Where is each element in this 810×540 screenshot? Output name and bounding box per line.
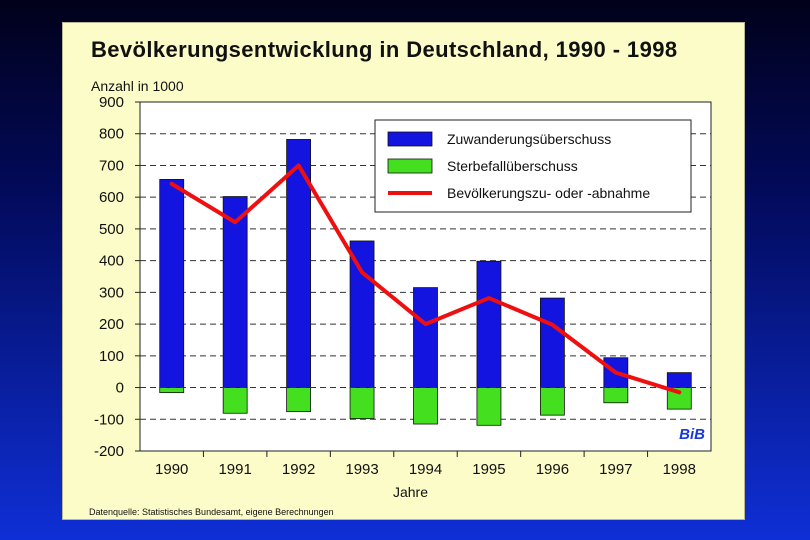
- bar-sterbefall: [476, 387, 502, 426]
- x-tick-label: 1997: [599, 461, 632, 478]
- chart-panel: Bevölkerungsentwicklung in Deutschland, …: [62, 22, 745, 520]
- bar-zuwanderung: [476, 260, 502, 388]
- y-axis-label: Anzahl in 1000: [91, 78, 184, 94]
- chart-title: Bevölkerungsentwicklung in Deutschland, …: [91, 37, 678, 62]
- bar-sterbefall: [349, 387, 375, 420]
- bar-sterbefall: [413, 387, 438, 425]
- bar-sterbefall: [666, 387, 692, 410]
- bib-logo: BiB: [679, 426, 705, 443]
- x-tick-label: 1993: [345, 461, 378, 478]
- y-tick-label: 100: [99, 348, 124, 365]
- y-tick-label: 200: [99, 316, 124, 333]
- bar-sterbefall: [159, 387, 185, 394]
- x-tick-label: 1991: [218, 461, 251, 478]
- x-tick-label: 1992: [282, 461, 315, 478]
- bar-zuwanderung: [666, 372, 692, 388]
- y-tick-label: 600: [99, 189, 124, 206]
- chart-svg: 900 800 700 600 500 400 300 200 100 0 -100 -200 1990…: [91, 78, 712, 500]
- y-tick-label: 800: [99, 126, 124, 143]
- y-tick-label: -100: [94, 411, 124, 428]
- y-tick-label: 0: [116, 380, 124, 397]
- x-tick-label: 1994: [409, 461, 442, 478]
- y-tick-label: -200: [94, 443, 124, 460]
- source-note: Datenquelle: Statistisches Bundesamt, ei…: [89, 507, 334, 517]
- bar-zuwanderung: [159, 179, 185, 388]
- legend-label: Bevölkerungszu- oder -abnahme: [447, 185, 650, 201]
- bar-sterbefall: [603, 387, 629, 404]
- bar-zuwanderung: [222, 196, 248, 388]
- x-axis-label: Jahre: [393, 484, 428, 500]
- legend-label: Zuwanderungsüberschuss: [447, 131, 611, 147]
- y-tick-label: 500: [99, 221, 124, 238]
- y-tick-label: 700: [99, 157, 124, 174]
- legend-swatch-sterbefall: [387, 158, 433, 174]
- y-tick-label: 900: [99, 94, 124, 111]
- x-tick-label: 1990: [155, 461, 188, 478]
- bar-sterbefall: [286, 387, 312, 413]
- bar-sterbefall: [222, 387, 248, 414]
- x-tick-label: 1995: [472, 461, 505, 478]
- bar-zuwanderung: [539, 297, 565, 388]
- y-tick-label: 400: [99, 253, 124, 270]
- legend-label: Sterbefallüberschuss: [447, 158, 578, 174]
- x-tick-label: 1996: [536, 461, 569, 478]
- bar-zuwanderung: [349, 240, 375, 388]
- legend-swatch-zuwanderung: [387, 131, 433, 147]
- y-tick-label: 300: [99, 284, 124, 301]
- bar-zuwanderung: [413, 287, 438, 388]
- bar-sterbefall: [539, 387, 565, 416]
- x-tick-label: 1998: [663, 461, 696, 478]
